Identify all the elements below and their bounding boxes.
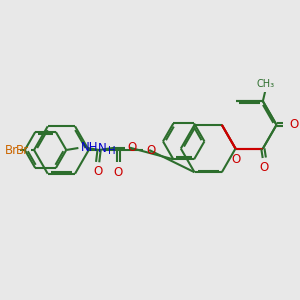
Text: N: N [98,142,107,155]
Text: NH: NH [81,141,99,154]
Text: O: O [260,160,269,174]
Text: O: O [114,166,123,179]
Text: O: O [127,141,136,154]
Text: CH₃: CH₃ [257,79,275,88]
Text: Br: Br [4,143,18,157]
Text: Br: Br [16,143,29,157]
Text: O: O [232,153,241,166]
Text: H: H [108,146,115,156]
Text: O: O [93,165,102,178]
Text: O: O [146,143,155,157]
Text: O: O [289,118,298,131]
